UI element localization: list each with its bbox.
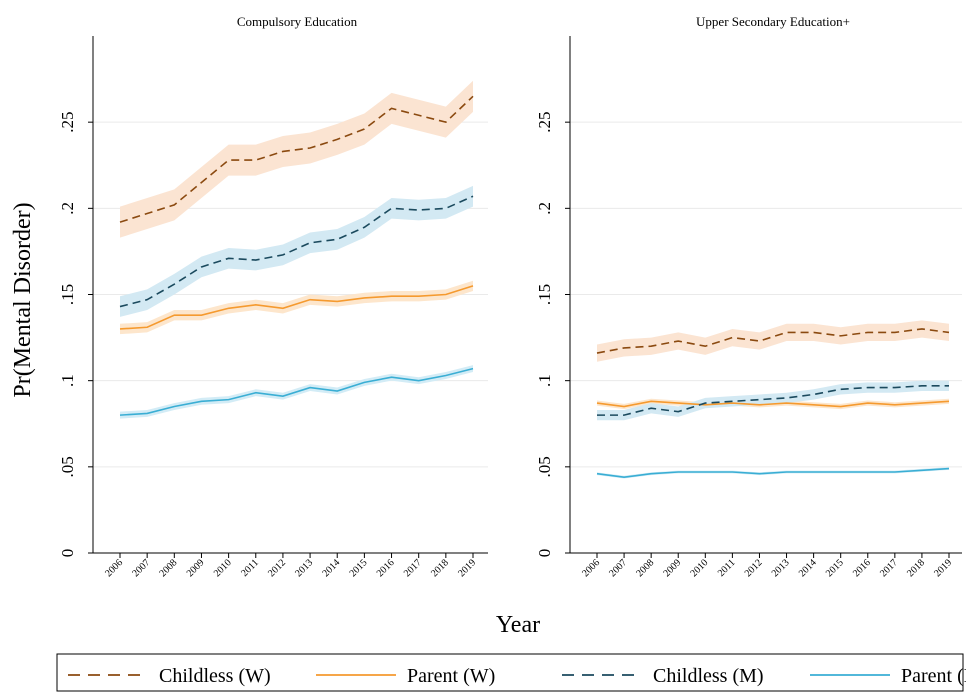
xtick-label-p0-8: 2014 [320,557,342,579]
series-line-p0-s1 [119,285,474,330]
xtick-label-p0-5: 2011 [239,557,261,579]
ci-band-p1-s2 [597,380,949,421]
xtick-label-p1-12: 2018 [905,557,927,579]
ytick-label-p0-1: .05 [58,456,77,477]
y-axis-title: Pr(Mental Disorder) [10,202,36,397]
xtick-label-p1-2: 2008 [634,557,656,579]
ci-band-p1-s0 [597,320,949,362]
ci-band-p0-s1 [120,280,473,335]
xtick-label-p1-13: 2019 [932,557,954,579]
xtick-label-p1-11: 2017 [878,557,900,579]
xtick-label-p1-4: 2010 [689,557,711,579]
xtick-label-p0-12: 2018 [429,557,451,579]
panel-title-1: Upper Secondary Education+ [696,14,850,29]
ytick-label-p1-3: .15 [535,284,554,305]
ytick-label-p0-2: .1 [58,374,77,387]
series-line-p1-s0 [596,328,950,354]
xtick-label-p0-4: 2010 [212,557,234,579]
legend-label-1: Parent (W) [407,665,495,687]
xtick-label-p0-7: 2013 [293,557,315,579]
xtick-label-p0-11: 2017 [402,557,424,579]
xtick-label-p1-3: 2009 [661,557,683,579]
ytick-label-p0-3: .15 [58,284,77,305]
xtick-label-p0-2: 2008 [158,557,180,579]
x-axis-title: Year [496,612,540,638]
xtick-label-p1-10: 2016 [851,557,873,579]
ci-band-p0-s0 [120,80,473,238]
xtick-label-p0-9: 2015 [348,557,370,579]
series-line-p0-s2 [119,195,474,308]
xtick-label-p0-3: 2009 [185,557,207,579]
series-line-p1-s3 [596,467,950,478]
ci-band-p0-s2 [120,185,473,317]
xtick-label-p0-13: 2019 [456,557,478,579]
legend-box [56,653,964,692]
xtick-label-p0-6: 2012 [266,557,288,579]
xtick-label-p0-0: 2006 [103,557,125,579]
xtick-label-p1-7: 2013 [770,557,792,579]
xtick-label-p1-6: 2012 [743,557,765,579]
legend-label-3: Parent (M) [901,665,966,687]
ytick-label-p1-1: .05 [535,456,554,477]
panel-title-0: Compulsory Education [237,14,358,29]
ytick-label-p1-0: 0 [535,549,554,558]
ytick-label-p1-2: .1 [535,374,554,387]
xtick-label-p1-1: 2007 [607,557,629,579]
ytick-label-p0-0: 0 [58,549,77,558]
series-line-p0-s0 [119,95,474,223]
xtick-label-p1-5: 2011 [716,557,738,579]
xtick-label-p0-1: 2007 [130,557,152,579]
ytick-label-p0-4: .2 [58,202,77,215]
ytick-label-p0-5: .25 [58,112,77,133]
legend-label-2: Childless (M) [653,665,764,687]
legend-label-0: Childless (W) [159,665,271,687]
xtick-label-p1-8: 2014 [797,557,819,579]
xtick-label-p0-10: 2016 [375,557,397,579]
series-line-p1-s2 [597,385,949,416]
series-line-p1-s1 [596,400,950,408]
ytick-label-p1-4: .2 [535,202,554,215]
ytick-label-p1-5: .25 [535,112,554,133]
xtick-label-p1-9: 2015 [824,557,846,579]
series-line-p0-s3 [119,367,474,416]
xtick-label-p1-0: 2006 [580,557,602,579]
